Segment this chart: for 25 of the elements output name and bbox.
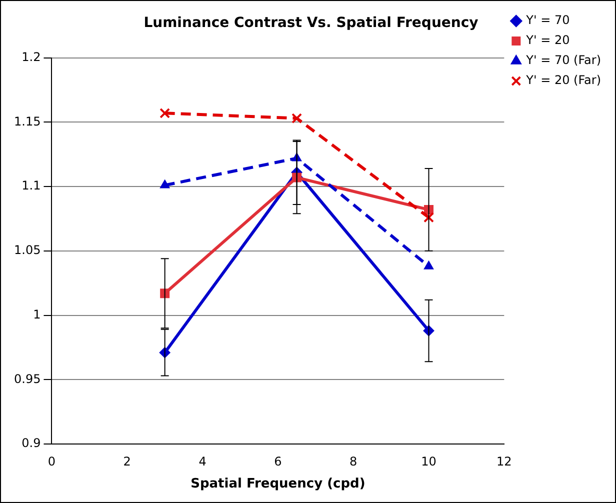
x-tick-label: 0 (48, 454, 56, 468)
y-tick-label: 0.9 (22, 436, 41, 450)
point (160, 108, 170, 118)
y-tick-label: 1.1 (22, 178, 41, 193)
point (292, 113, 302, 124)
x-tick-label: 4 (198, 454, 206, 468)
legend-label: Y' = 70 (525, 13, 570, 28)
x-tick-label: 8 (350, 454, 358, 468)
x-tick-label: 10 (421, 454, 436, 468)
y-tick-label: 1 (33, 307, 41, 322)
x-tick-label: 2 (123, 454, 131, 468)
legend-label: Y' = 70 (Far) (525, 53, 602, 68)
y-tick-label: 1.2 (22, 50, 41, 64)
point (424, 212, 434, 223)
chart-title: Luminance Contrast Vs. Spatial Frequency (144, 15, 478, 32)
x-tick-label: 12 (496, 454, 512, 468)
x-tick-label: 6 (274, 454, 282, 468)
y-tick-label: 0.95 (14, 372, 41, 386)
legend-label: Y' = 20 (Far) (525, 73, 602, 88)
point (160, 180, 170, 188)
legend-label: Y' = 20 (525, 33, 570, 48)
x-axis-title: Spatial Frequency (cpd) (190, 476, 366, 492)
y-tick-label: 1.05 (14, 243, 41, 258)
y-tick-label: 1.15 (14, 114, 41, 128)
point (424, 260, 434, 270)
